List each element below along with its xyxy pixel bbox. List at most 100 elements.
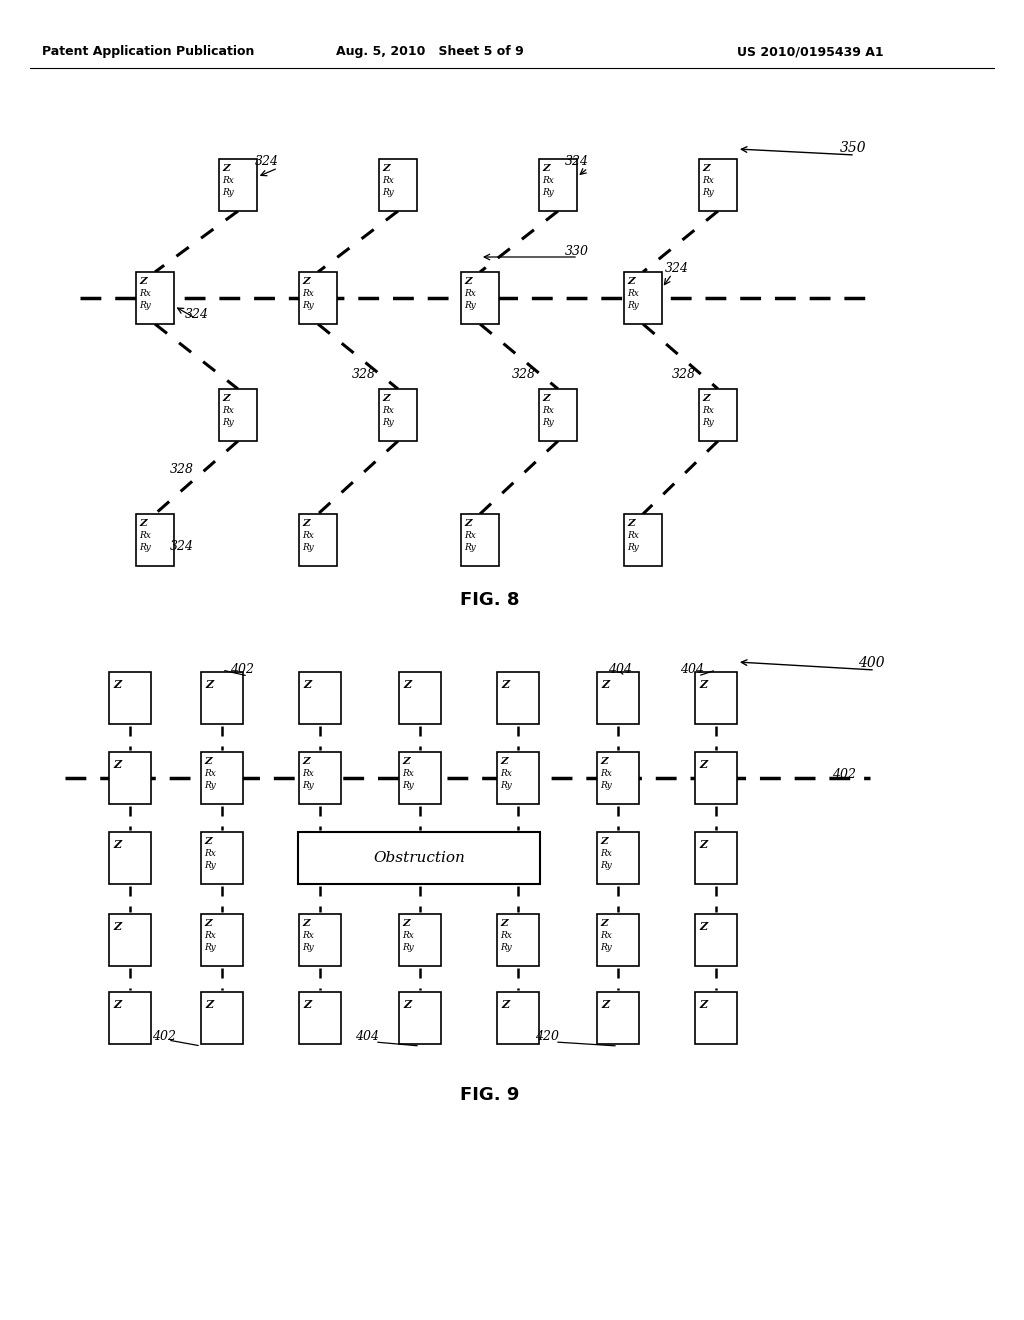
Bar (201, 752, 243, 804)
Text: Z: Z (303, 678, 311, 690)
Text: Z: Z (382, 393, 389, 403)
Bar (298, 832, 540, 884)
Bar (109, 672, 151, 723)
Text: Rx: Rx (600, 770, 612, 777)
Text: 330: 330 (565, 246, 589, 257)
Text: Z: Z (600, 919, 607, 928)
Text: Ry: Ry (627, 543, 639, 552)
Text: Z: Z (500, 756, 508, 766)
Text: Ry: Ry (542, 418, 554, 426)
Text: Rx: Rx (402, 931, 414, 940)
Text: Z: Z (204, 837, 212, 846)
Text: FIG. 9: FIG. 9 (461, 1086, 520, 1104)
Bar (497, 993, 539, 1044)
Text: 400: 400 (858, 656, 885, 671)
Text: Rx: Rx (402, 770, 414, 777)
Bar (699, 158, 737, 211)
Text: 402: 402 (230, 663, 254, 676)
Bar (597, 672, 639, 723)
Text: 324: 324 (185, 308, 209, 321)
Bar (109, 832, 151, 884)
Text: Rx: Rx (222, 407, 233, 414)
Text: Z: Z (402, 919, 410, 928)
Bar (201, 913, 243, 966)
Text: Z: Z (542, 393, 550, 403)
Text: Z: Z (699, 678, 708, 690)
Text: Rx: Rx (464, 289, 476, 298)
Text: 328: 328 (512, 368, 536, 381)
Text: Rx: Rx (302, 931, 314, 940)
Text: Z: Z (222, 393, 229, 403)
Bar (539, 158, 577, 211)
Bar (299, 272, 337, 323)
Bar (597, 832, 639, 884)
Text: Z: Z (303, 999, 311, 1010)
Text: Patent Application Publication: Patent Application Publication (42, 45, 254, 58)
Bar (461, 513, 499, 566)
Bar (136, 513, 174, 566)
Text: Rx: Rx (302, 531, 314, 540)
Bar (539, 389, 577, 441)
Bar (497, 913, 539, 966)
Text: Ry: Ry (204, 942, 216, 952)
Text: Z: Z (699, 840, 708, 850)
Text: Z: Z (402, 756, 410, 766)
Text: Ry: Ry (302, 781, 313, 789)
Text: Ry: Ry (382, 418, 394, 426)
Text: Z: Z (403, 678, 411, 690)
Text: Z: Z (702, 393, 710, 403)
Text: Rx: Rx (627, 531, 639, 540)
Bar (219, 389, 257, 441)
Text: Z: Z (699, 921, 708, 932)
Bar (299, 993, 341, 1044)
Text: Z: Z (222, 164, 229, 173)
Text: Ry: Ry (627, 301, 639, 310)
Text: 324: 324 (565, 154, 589, 168)
Text: Z: Z (601, 678, 609, 690)
Bar (695, 993, 737, 1044)
Bar (299, 513, 337, 566)
Text: Rx: Rx (302, 770, 314, 777)
Text: Rx: Rx (600, 931, 612, 940)
Bar (109, 993, 151, 1044)
Text: Obstruction: Obstruction (373, 851, 465, 865)
Text: Z: Z (699, 759, 708, 770)
Text: Z: Z (113, 759, 121, 770)
Text: 420: 420 (535, 1030, 559, 1043)
Text: Rx: Rx (302, 289, 314, 298)
Bar (201, 993, 243, 1044)
Text: Z: Z (542, 164, 550, 173)
Text: FIG. 8: FIG. 8 (460, 591, 520, 609)
Bar (399, 913, 441, 966)
Text: Rx: Rx (542, 407, 554, 414)
Text: Z: Z (464, 519, 472, 528)
Bar (399, 752, 441, 804)
Text: Rx: Rx (382, 176, 394, 185)
Text: Aug. 5, 2010   Sheet 5 of 9: Aug. 5, 2010 Sheet 5 of 9 (336, 45, 524, 58)
Text: Ry: Ry (222, 418, 233, 426)
Text: Z: Z (600, 837, 607, 846)
Text: Z: Z (204, 756, 212, 766)
Bar (399, 993, 441, 1044)
Text: Z: Z (302, 277, 309, 286)
Text: Ry: Ry (302, 942, 313, 952)
Text: 350: 350 (840, 141, 866, 154)
Text: Ry: Ry (302, 543, 313, 552)
Bar (497, 672, 539, 723)
Text: Ry: Ry (402, 942, 414, 952)
Text: Rx: Rx (702, 407, 714, 414)
Bar (597, 993, 639, 1044)
Text: Rx: Rx (139, 531, 151, 540)
Text: Rx: Rx (139, 289, 151, 298)
Bar (399, 672, 441, 723)
Bar (695, 832, 737, 884)
Bar (379, 389, 417, 441)
Text: Z: Z (601, 999, 609, 1010)
Bar (597, 752, 639, 804)
Bar (299, 752, 341, 804)
Text: Ry: Ry (222, 187, 233, 197)
Text: Ry: Ry (500, 942, 512, 952)
Text: 404: 404 (680, 663, 705, 676)
Bar (299, 913, 341, 966)
Bar (695, 913, 737, 966)
